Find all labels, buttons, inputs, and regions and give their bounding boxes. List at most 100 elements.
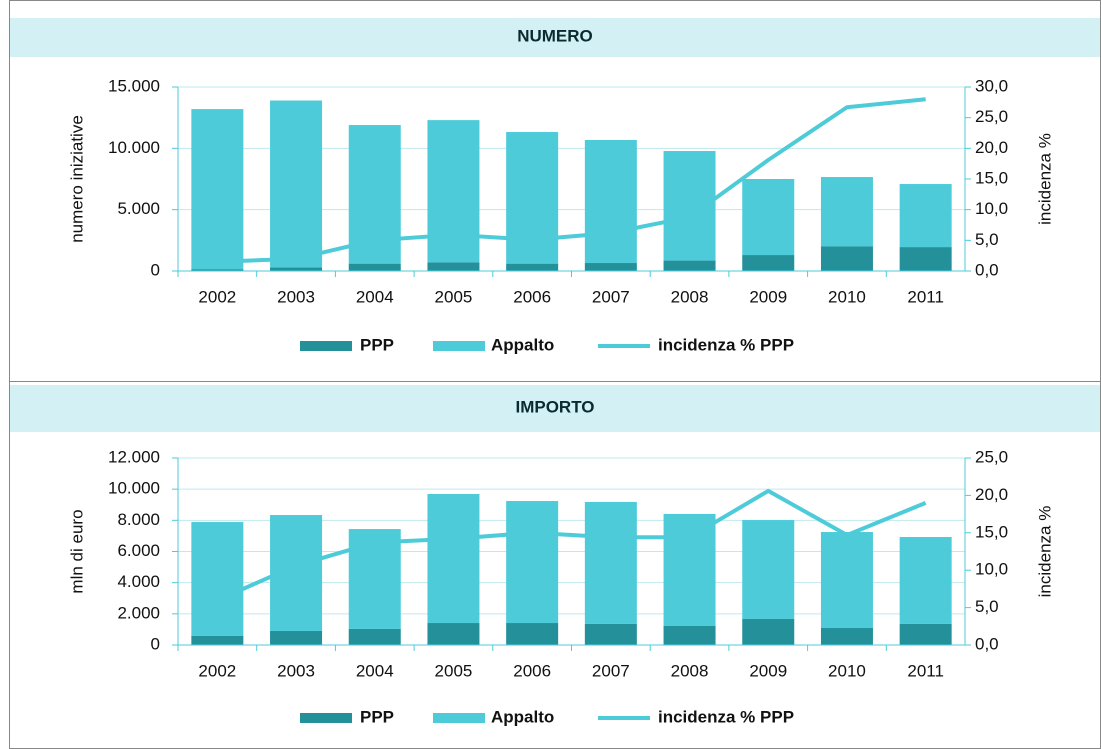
line [217,97,926,264]
x-tick-label: 2007 [592,661,630,680]
bar [820,246,873,271]
bar [584,263,637,271]
y-tick-label: 0 [151,634,160,653]
y-tick-label: 8.000 [117,510,160,529]
legend-label: Appalto [491,335,554,354]
bar [427,623,480,645]
bar [742,520,795,619]
x-tick-label: 2005 [435,661,473,680]
y-tick-label: 15.000 [108,76,160,95]
x-tick-label: 2009 [749,287,787,306]
x-tick-label: 2006 [513,661,551,680]
y2-tick-label: 10,0 [975,560,1008,579]
y-tick-label: 0 [151,260,160,279]
bar [820,177,873,247]
y-tick-label: 10.000 [108,138,160,157]
bar [427,493,480,624]
x-tick-label: 2004 [356,287,394,306]
y-tick-label: 12.000 [108,447,160,466]
bar [348,628,401,645]
header-band [10,385,1100,432]
x-tick-label: 2002 [198,661,236,680]
legend-label: incidenza % PPP [658,707,794,726]
y2-tick-label: 10,0 [975,199,1008,218]
y2-tick-label: 15,0 [975,168,1008,187]
y2-tick-label: 20,0 [975,485,1008,504]
legend-swatch [433,713,485,723]
x-tick-label: 2003 [277,287,315,306]
bar [191,522,244,636]
x-tick-label: 2007 [592,287,630,306]
bar [663,513,716,626]
y2-tick-label: 25,0 [975,447,1008,466]
y2-tick-label: 0,0 [975,260,999,279]
x-tick-label: 2009 [749,661,787,680]
bar [270,267,323,271]
chart-title: NUMERO [517,26,593,45]
y2-axis-title: incidenza % [1035,133,1054,225]
bar [820,532,873,629]
x-tick-label: 2002 [198,287,236,306]
legend-label: PPP [360,335,394,354]
bar [506,501,559,624]
bar [820,628,873,645]
bar [427,120,480,263]
y-tick-label: 5.000 [117,199,160,218]
chart-title: IMPORTO [515,397,594,416]
y-tick-label: 2.000 [117,603,160,622]
x-tick-label: 2011 [907,287,944,306]
bar [270,630,323,645]
bar [191,635,244,645]
legend-label: incidenza % PPP [658,335,794,354]
bar [742,255,795,271]
legend-swatch [300,713,352,723]
bar [663,625,716,645]
y2-axis-title: incidenza % [1035,506,1054,598]
x-tick-label: 2005 [435,287,473,306]
x-tick-label: 2011 [907,661,944,680]
y-tick-label: 10.000 [108,479,160,498]
bar [584,623,637,645]
bar [899,184,952,248]
legend-swatch [300,341,352,351]
bar [348,263,401,271]
x-tick-label: 2006 [513,287,551,306]
bar [742,179,795,256]
bar [506,623,559,645]
bar [584,139,637,264]
bar [899,537,952,624]
x-tick-label: 2008 [671,287,709,306]
y2-tick-label: 0,0 [975,634,999,653]
y2-tick-label: 15,0 [975,522,1008,541]
x-tick-label: 2010 [828,661,866,680]
x-tick-label: 2003 [277,661,315,680]
x-tick-label: 2004 [356,661,394,680]
legend-swatch [433,341,485,351]
bar [427,262,480,271]
bar [191,269,244,271]
bar [191,109,244,270]
y-tick-label: 4.000 [117,572,160,591]
y-axis-title: mln di euro [67,509,86,593]
bar [584,501,637,624]
y2-tick-label: 5,0 [975,597,999,616]
bar [899,623,952,645]
y-tick-label: 6.000 [117,541,160,560]
x-tick-label: 2010 [828,287,866,306]
y2-tick-label: 5,0 [975,230,999,249]
bar [506,263,559,271]
y2-tick-label: 25,0 [975,107,1008,126]
bar [899,247,952,271]
header-band [10,18,1100,57]
bar [270,100,323,268]
legend-label: Appalto [491,707,554,726]
y2-tick-label: 30,0 [975,76,1008,95]
bar [663,260,716,271]
bar [742,618,795,645]
x-tick-label: 2008 [671,661,709,680]
legend-label: PPP [360,707,394,726]
bar [506,132,559,264]
line [216,488,927,602]
y-axis-title: numero iniziative [67,115,86,243]
